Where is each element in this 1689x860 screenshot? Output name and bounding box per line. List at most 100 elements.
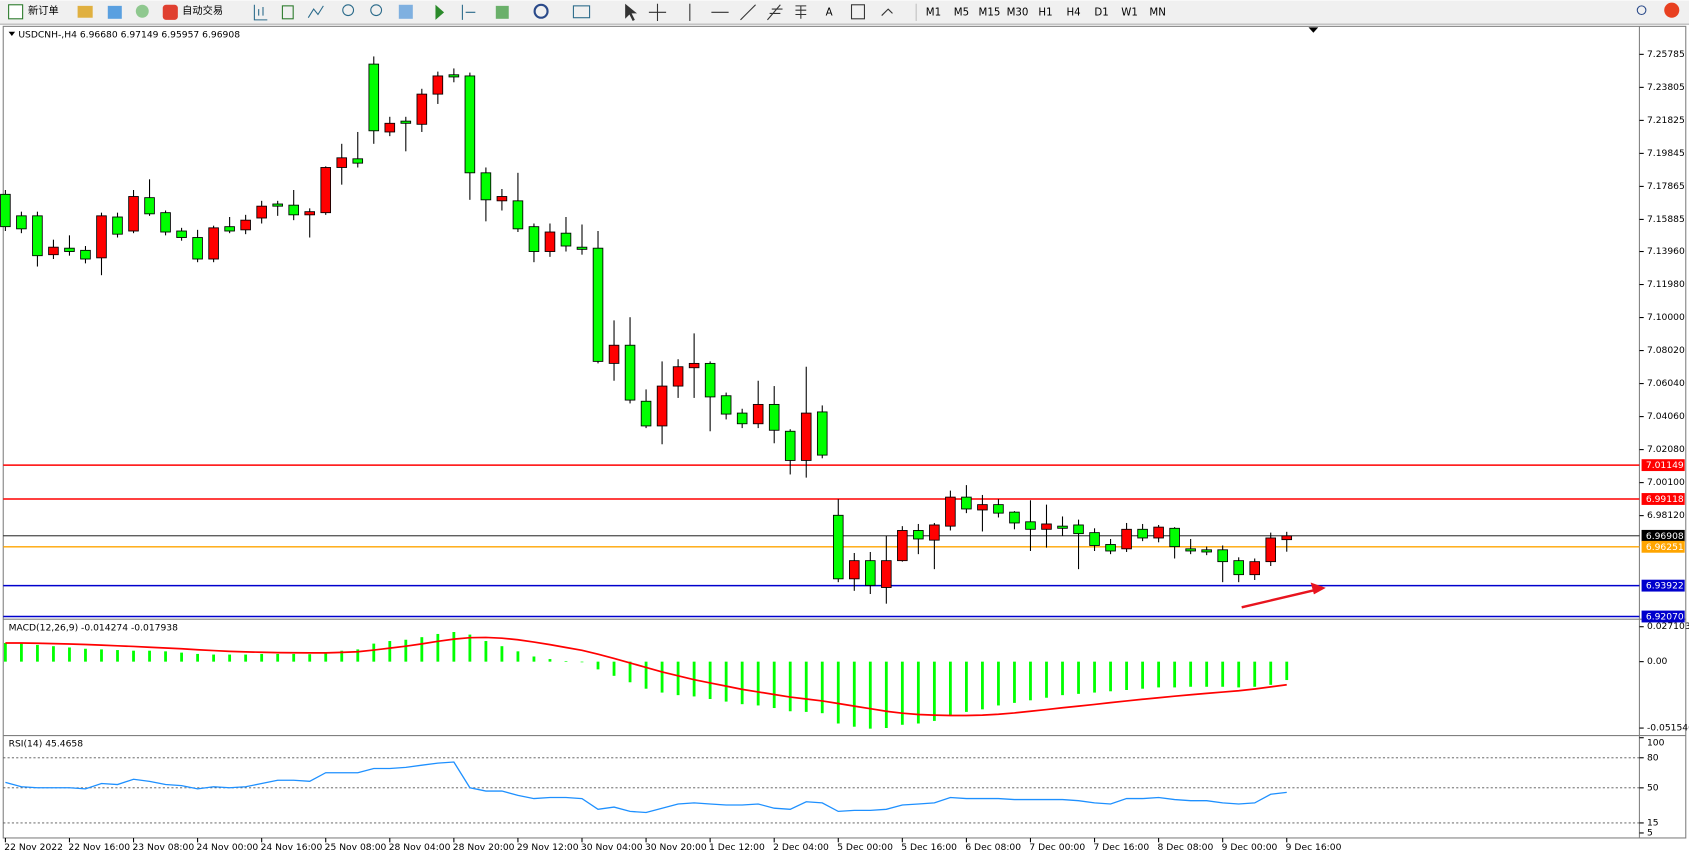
level-label: 6.99118: [1646, 494, 1684, 505]
y-tick-label: 7.15885: [1647, 214, 1685, 225]
auto-trading-icon[interactable]: [162, 4, 178, 20]
candle-body: [961, 496, 972, 510]
x-tick-label: 29 Nov 12:00: [517, 842, 579, 853]
macd-bar: [356, 649, 360, 662]
candle-body: [656, 385, 668, 427]
shift-icon[interactable]: [461, 4, 476, 20]
level-label-bg: [1641, 579, 1685, 592]
crosshair-icon[interactable]: [648, 3, 667, 21]
candle-body: [672, 366, 684, 387]
candle-body: [640, 400, 652, 427]
candle-body: [528, 226, 540, 252]
candle-body: [1265, 537, 1277, 563]
candle-body: [1089, 532, 1100, 546]
macd-bar: [596, 661, 600, 670]
timeframe-button[interactable]: D1: [1094, 7, 1108, 18]
text-tool[interactable]: A: [826, 7, 833, 18]
macd-bar: [3, 642, 7, 662]
indicator-icon[interactable]: [495, 5, 509, 19]
search-icon[interactable]: [1636, 5, 1647, 16]
zoom-in-icon[interactable]: [342, 4, 355, 17]
level-label-bg: [1641, 529, 1685, 542]
macd-bar: [981, 661, 984, 710]
y-tick-label: 7.23805: [1647, 82, 1685, 93]
timeframe-button[interactable]: M30: [1007, 7, 1029, 18]
candle-body: [176, 230, 187, 238]
auto-trading-button[interactable]: 自动交易: [182, 4, 223, 17]
candle-body: [496, 196, 508, 202]
candle-body: [352, 158, 364, 164]
candle-body: [1217, 549, 1228, 563]
timeframe-button[interactable]: W1: [1121, 7, 1138, 18]
panel-title: RSI(14) 45.4658: [9, 739, 84, 750]
candle-body: [144, 197, 155, 215]
arrow-tool[interactable]: [881, 8, 893, 16]
zoom-out-icon[interactable]: [370, 4, 383, 17]
level-label-bg: [1641, 493, 1685, 505]
macd-bar: [1045, 661, 1048, 698]
x-tick-label: 28 Nov 04:00: [389, 842, 451, 853]
bar-chart-icon[interactable]: [253, 4, 268, 21]
timeframe-button[interactable]: MN: [1149, 7, 1165, 18]
template-icon[interactable]: [572, 5, 591, 19]
toolbar: 新订单 自动交易 A M1 M5 M15 M30 H1 H4 D1 W1 MN: [0, 0, 1689, 25]
tool-icon[interactable]: [77, 5, 93, 18]
candle-icon[interactable]: [281, 5, 294, 20]
macd-bar: [1013, 661, 1016, 703]
macd-bar: [1093, 661, 1096, 693]
timeframe-button[interactable]: M15: [979, 7, 1001, 18]
timeframe-button[interactable]: H1: [1038, 7, 1052, 18]
fibo-icon[interactable]: [795, 5, 807, 19]
candle-body: [432, 75, 444, 95]
x-tick-label: 5 Dec 16:00: [901, 842, 957, 853]
candle-body: [1057, 525, 1068, 529]
macd-bar: [516, 651, 520, 662]
macd-bar: [212, 654, 216, 662]
line-icon[interactable]: [307, 5, 324, 19]
new-order-button[interactable]: 新订单: [28, 4, 59, 17]
trendline-icon[interactable]: [740, 4, 756, 21]
panel-title: USDCNH-,H4 6.96680 6.97149 6.95957 6.969…: [18, 29, 240, 40]
candle-body: [945, 496, 956, 527]
macd-bar: [260, 653, 264, 662]
macd-bar: [276, 653, 280, 662]
candle-body: [32, 215, 43, 257]
candle-body: [272, 203, 283, 207]
notification-icon[interactable]: [1664, 2, 1680, 18]
level-label: 6.93922: [1646, 581, 1684, 592]
candle-body: [993, 504, 1004, 514]
macd-bar: [1285, 661, 1289, 681]
candle-body: [1201, 549, 1212, 553]
cursor-icon[interactable]: [625, 3, 638, 21]
candle-body: [816, 411, 828, 456]
label-tool[interactable]: [850, 4, 865, 20]
candle-body: [897, 530, 908, 562]
chart-frame: [2, 25, 1687, 839]
candle-body: [1249, 561, 1260, 576]
tool-icon[interactable]: [135, 4, 149, 18]
macd-bar: [484, 641, 488, 662]
candle-body: [832, 514, 844, 580]
timeframe-button[interactable]: H4: [1066, 7, 1080, 18]
new-order-icon[interactable]: [8, 4, 24, 20]
scroll-icon[interactable]: [435, 4, 445, 20]
macd-bar: [740, 661, 744, 705]
macd-bar: [244, 654, 248, 662]
timeframe-button[interactable]: M5: [954, 7, 969, 18]
candle-body: [1121, 528, 1132, 550]
macd-bar: [324, 652, 328, 662]
timeframe-button[interactable]: M1: [926, 7, 941, 18]
y-tick-label: -0.051546: [1647, 723, 1689, 734]
y-tick-label: 5: [1647, 827, 1653, 838]
x-tick-label: 6 Dec 08:00: [965, 842, 1021, 853]
tile-icon[interactable]: [398, 4, 413, 19]
candle-body: [208, 227, 219, 260]
candle-body: [1137, 528, 1148, 539]
period-icon[interactable]: [533, 3, 549, 19]
macd-bar: [900, 661, 904, 725]
channel-icon[interactable]: [767, 4, 783, 21]
tool-icon[interactable]: [107, 5, 122, 19]
candle-body: [320, 167, 332, 214]
